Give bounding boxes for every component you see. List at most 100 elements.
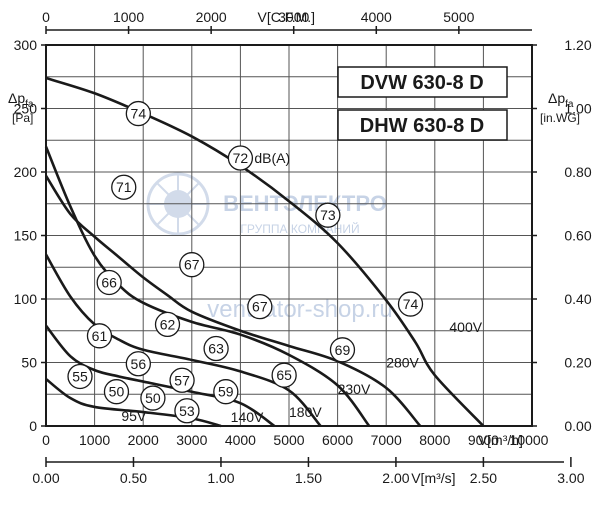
voltage-label-280V: 280V bbox=[386, 355, 419, 371]
noise-level-marker bbox=[111, 174, 137, 200]
x-main-tick-label: 5000 bbox=[273, 432, 304, 448]
labels: 400V 280V 230V 180V 140V 95V 74 72 dB(A) 73 74 71 67… bbox=[67, 100, 483, 425]
model-label-2-box: DHW 630-8 D bbox=[337, 109, 508, 141]
noise-level-label: 59 bbox=[218, 384, 234, 400]
y-left-tick-label: 300 bbox=[14, 37, 38, 53]
y-left-tick-label: 150 bbox=[14, 228, 38, 244]
x-main-tick-label: 1000 bbox=[79, 432, 110, 448]
y-left-tick-label: 50 bbox=[21, 355, 37, 371]
noise-level-marker bbox=[125, 100, 151, 127]
x-top-tick-label: 1000 bbox=[113, 9, 144, 25]
noise-level-label: 73 bbox=[320, 207, 336, 223]
noise-level-label: 74 bbox=[403, 296, 419, 312]
voltage-label-140V: 140V bbox=[231, 409, 264, 425]
x-top-tick-label: 2000 bbox=[196, 9, 227, 25]
noise-unit-label: dB(A) bbox=[254, 150, 290, 166]
noise-level-marker bbox=[96, 269, 122, 296]
x-top-tick-label: 4000 bbox=[361, 9, 392, 25]
y-right-tick-label: 0.20 bbox=[564, 355, 591, 371]
x-top-tick-label: 0 bbox=[42, 9, 50, 25]
x-main-tick-label: 2000 bbox=[128, 432, 159, 448]
noise-level-label: 53 bbox=[179, 403, 195, 419]
y-left-tick-label: 100 bbox=[14, 291, 38, 307]
model-label-1-box: DVW 630-8 D bbox=[337, 66, 508, 98]
y-right-tick-label: 0.80 bbox=[564, 164, 591, 180]
x-main-tick-label: 4000 bbox=[225, 432, 256, 448]
voltage-label-95V: 95V bbox=[121, 408, 147, 424]
voltage-label-180V: 180V bbox=[289, 404, 322, 420]
axes: 0 50 100 150 200 250 300 0.00 0.20 0.40 0.60 0.80 1.… bbox=[8, 9, 592, 486]
x-main-tick-label: 9000 bbox=[468, 432, 499, 448]
y-left-axis-unit: [Pa] bbox=[12, 111, 33, 125]
model-label-2: DHW 630-8 D bbox=[360, 115, 484, 137]
y-left-tick-label: 200 bbox=[14, 164, 38, 180]
x-main-tick-label: 6000 bbox=[322, 432, 353, 448]
noise-level-marker bbox=[227, 145, 254, 171]
noise-level-label: 71 bbox=[116, 179, 132, 195]
x-bottom-tick-label: 0.50 bbox=[120, 470, 147, 486]
watermark-url: ventilator-shop.ru bbox=[207, 296, 392, 323]
voltage-label-400V: 400V bbox=[449, 319, 482, 335]
noise-level-label: 72 bbox=[233, 150, 249, 166]
x-main-tick-label: 0 bbox=[42, 432, 50, 448]
curve-230V bbox=[44, 146, 371, 427]
x-top-axis-label: V[C.F.M.] bbox=[258, 9, 316, 25]
y-left-tick-label: 250 bbox=[14, 101, 38, 117]
noise-level-marker bbox=[329, 337, 356, 363]
x-main-tick-label: 8000 bbox=[419, 432, 450, 448]
x-bottom-axis-label: V[m³/s] bbox=[411, 470, 455, 486]
noise-level-label: 62 bbox=[160, 316, 176, 332]
noise-level-marker bbox=[179, 252, 205, 278]
x-bottom-tick-label: 2.00 bbox=[382, 470, 409, 486]
noise-level-label: 67 bbox=[252, 299, 268, 315]
noise-level-label: 57 bbox=[174, 372, 190, 388]
y-right-axis-subscript: fa bbox=[565, 99, 574, 110]
y-left-tick-label: 0 bbox=[29, 418, 37, 434]
x-main-tick-label: 3000 bbox=[176, 432, 207, 448]
noise-level-marker bbox=[67, 363, 93, 390]
noise-level-label: 55 bbox=[72, 368, 88, 384]
y-right-tick-label: 0.40 bbox=[564, 291, 591, 307]
y-right-axis-label: Δpfa bbox=[548, 90, 574, 110]
noise-level-label: 74 bbox=[131, 106, 147, 122]
x-bottom-tick-label: 1.00 bbox=[207, 470, 234, 486]
y-right-axis-unit: [in.WG] bbox=[540, 111, 580, 125]
noise-level-label: 50 bbox=[109, 384, 125, 400]
watermark: ВЕНТЭЛЕКТРО ГРУППА КОМПАНИЙ ventilator-s… bbox=[146, 172, 393, 323]
noise-level-label: 61 bbox=[92, 328, 108, 344]
y-right-tick-label: 0.60 bbox=[564, 228, 591, 244]
noise-level-label: 50 bbox=[145, 390, 161, 406]
model-label-1: DVW 630-8 D bbox=[360, 72, 483, 94]
x-bottom-tick-label: 0.00 bbox=[32, 470, 59, 486]
watermark-subtitle: ГРУППА КОМПАНИЙ bbox=[240, 221, 359, 236]
x-bottom-tick-label: 3.00 bbox=[557, 470, 584, 486]
x-top-tick-label: 3000 bbox=[278, 9, 309, 25]
noise-level-label: 69 bbox=[335, 342, 351, 358]
noise-level-marker bbox=[174, 398, 200, 424]
curve-280V bbox=[44, 175, 422, 427]
noise-level-marker bbox=[315, 202, 341, 228]
x-bottom-tick-label: 2.50 bbox=[470, 470, 497, 486]
x-main-tick-label: 10000 bbox=[510, 432, 549, 448]
noise-level-label: 66 bbox=[101, 274, 117, 290]
noise-level-marker bbox=[154, 311, 181, 338]
noise-level-marker bbox=[203, 335, 229, 362]
y-right-tick-label: 1.20 bbox=[564, 37, 591, 53]
noise-level-label: 65 bbox=[276, 367, 292, 383]
noise-level-marker bbox=[397, 291, 424, 317]
x-main-tick-label: 7000 bbox=[371, 432, 402, 448]
voltage-label-230V: 230V bbox=[338, 381, 371, 397]
curve-140V bbox=[44, 324, 276, 428]
noise-level-label: 63 bbox=[208, 341, 224, 357]
y-left-axis-subscript: fa bbox=[25, 99, 34, 110]
noise-level-label: 67 bbox=[184, 257, 200, 273]
x-main-axis-label: V[m³/h] bbox=[478, 432, 523, 448]
noise-level-marker bbox=[103, 379, 130, 405]
noise-level-marker bbox=[125, 351, 151, 377]
x-top-tick-label: 5000 bbox=[443, 9, 474, 25]
noise-level-marker bbox=[140, 385, 166, 411]
y-right-tick-label: 0.00 bbox=[564, 418, 591, 434]
x-bottom-tick-label: 1.50 bbox=[295, 470, 322, 486]
noise-level-marker bbox=[247, 293, 273, 320]
